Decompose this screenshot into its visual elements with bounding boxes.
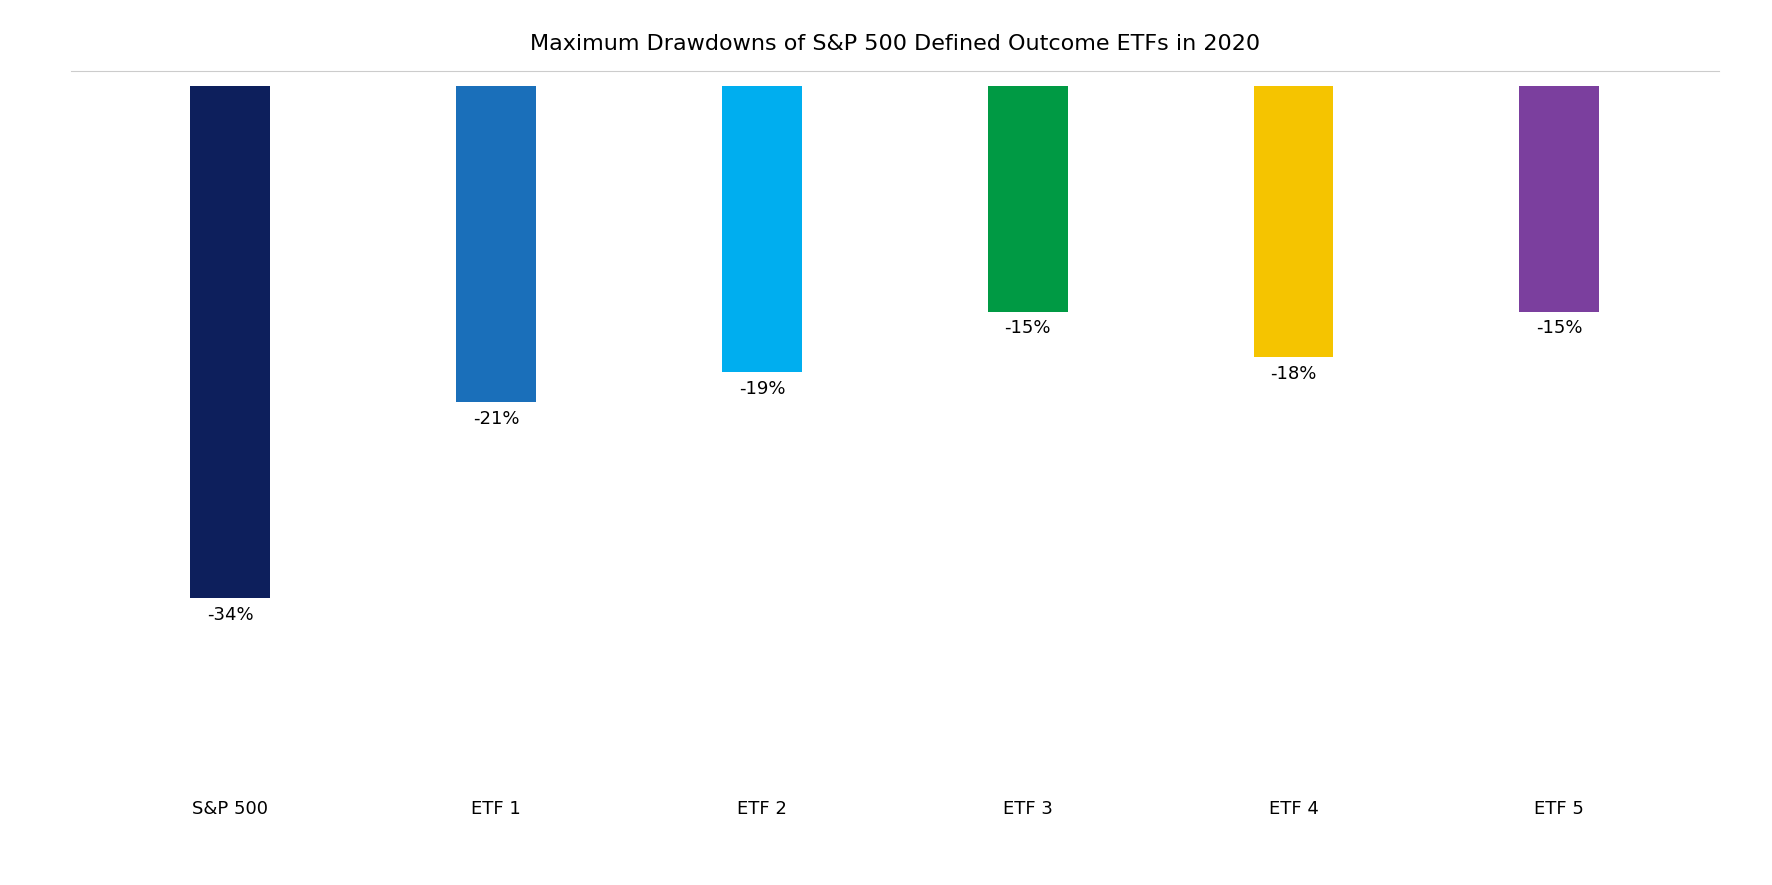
- Text: -15%: -15%: [1005, 319, 1051, 337]
- Text: -19%: -19%: [739, 380, 785, 397]
- Bar: [191, 86, 269, 598]
- Bar: [989, 86, 1067, 312]
- Text: -34%: -34%: [207, 605, 253, 624]
- Text: -15%: -15%: [1536, 319, 1582, 337]
- Bar: [1255, 86, 1334, 357]
- Text: -18%: -18%: [1271, 365, 1317, 382]
- Bar: [1520, 86, 1600, 312]
- Bar: [457, 86, 537, 402]
- Title: Maximum Drawdowns of S&P 500 Defined Outcome ETFs in 2020: Maximum Drawdowns of S&P 500 Defined Out…: [530, 34, 1260, 54]
- Bar: [723, 86, 803, 372]
- Text: -21%: -21%: [473, 410, 519, 427]
